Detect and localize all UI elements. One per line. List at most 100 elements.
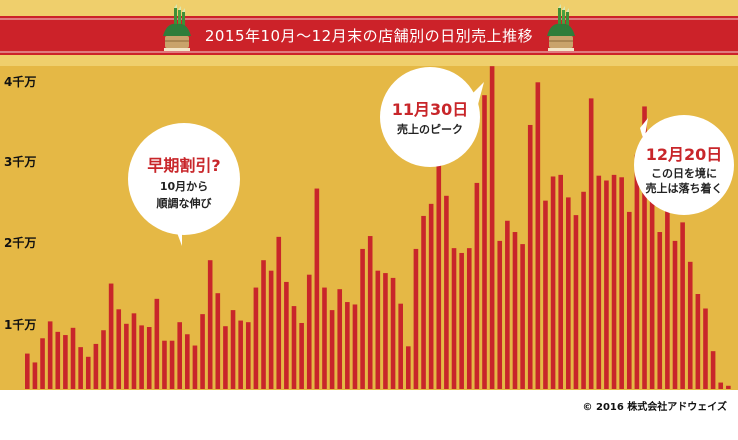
bar: [245, 322, 251, 389]
bar: [527, 124, 533, 390]
bar: [482, 95, 487, 390]
annotation-line: 順調な伸び: [157, 196, 213, 210]
bar: [124, 323, 129, 389]
bar: [489, 66, 495, 389]
bar: [139, 325, 144, 389]
bar: [93, 343, 99, 389]
bar: [703, 308, 708, 389]
bar: [726, 385, 731, 389]
speech-bubble-tail: [640, 118, 648, 142]
bar: [116, 309, 122, 389]
annotation-headline: 11月30日: [392, 100, 469, 119]
bar-series: [25, 66, 731, 390]
bar: [299, 322, 304, 389]
bar: [604, 180, 609, 389]
speech-bubble: [380, 67, 480, 167]
bar: [383, 273, 388, 389]
bar: [406, 346, 411, 389]
y-tick-label: 1千万: [4, 317, 36, 332]
title-banner: [0, 16, 738, 55]
bar: [619, 177, 624, 389]
bar: [581, 191, 586, 389]
kadomatsu-icon: [163, 4, 191, 51]
bar: [459, 252, 464, 389]
bar: [337, 289, 343, 389]
bar: [718, 382, 724, 389]
bar: [466, 248, 472, 390]
bar: [40, 338, 45, 389]
chart-title: 2015年10月～12月末の店舗別の日別売上推移: [205, 27, 533, 45]
annotation-headline: 早期割引?: [147, 156, 220, 175]
bar: [626, 211, 632, 389]
bar: [588, 98, 594, 389]
bar: [665, 177, 670, 389]
bar: [200, 314, 205, 389]
bar: [25, 353, 30, 389]
bar: [573, 215, 579, 389]
bar: [154, 298, 160, 389]
bar: [543, 200, 548, 389]
bar: [329, 310, 335, 389]
bar: [108, 283, 114, 389]
bar: [215, 293, 221, 389]
annotation-line: 売上のピーク: [397, 122, 463, 136]
bar: [146, 327, 152, 389]
bar: [421, 215, 426, 389]
bar: [566, 197, 571, 389]
footer-background: [0, 390, 738, 440]
bar: [642, 106, 647, 389]
bar: [535, 82, 541, 390]
bar: [306, 274, 312, 389]
bar: [32, 362, 38, 390]
y-tick-label: 2千万: [4, 235, 36, 250]
annotation-headline: 12月20日: [646, 145, 723, 164]
annotation-early-discount: 早期割引? 10月から 順調な伸び: [128, 123, 240, 246]
annotation-line: 10月から: [160, 180, 208, 193]
bar: [238, 320, 243, 389]
bar: [207, 260, 213, 389]
speech-bubble: [634, 115, 734, 215]
bar: [558, 174, 563, 389]
bar: [367, 236, 373, 389]
bar: [444, 195, 449, 389]
bar: [474, 182, 480, 389]
bar: [695, 294, 701, 389]
bar: [360, 248, 365, 389]
annotation-slowdown: 12月20日 この日を境に 売上は落ち着く: [634, 115, 734, 215]
speech-bubble: [128, 123, 240, 235]
bar: [268, 270, 274, 389]
speech-bubble-tail: [470, 82, 484, 112]
bar: [185, 334, 190, 389]
bar: [375, 270, 381, 389]
bar: [672, 240, 678, 389]
bar: [550, 176, 556, 389]
bar: [520, 244, 525, 389]
annotation-line: この日を境に: [651, 166, 717, 180]
bar: [162, 340, 167, 389]
speech-bubble-tail: [176, 230, 182, 246]
bar: [451, 248, 457, 390]
bar: [70, 327, 76, 389]
y-tick-label: 3千万: [4, 154, 36, 169]
copyright-text: © 2016 株式会社アドウェイズ: [583, 400, 728, 413]
bar: [169, 340, 175, 389]
bar: [131, 313, 137, 389]
bar: [322, 287, 327, 389]
bar: [78, 347, 83, 389]
bar: [63, 335, 68, 389]
kadomatsu-icon: [547, 4, 575, 51]
annotation-peak: 11月30日 売上のピーク: [380, 67, 484, 167]
bar: [314, 188, 320, 389]
bar: [649, 188, 655, 389]
bar: [611, 174, 617, 389]
bar: [413, 248, 419, 389]
y-tick-label: 4千万: [4, 74, 36, 89]
bar: [352, 304, 358, 390]
bar: [253, 287, 259, 389]
bar: [680, 222, 685, 389]
bar: [634, 154, 640, 389]
bar: [345, 302, 350, 389]
bar: [687, 261, 693, 389]
